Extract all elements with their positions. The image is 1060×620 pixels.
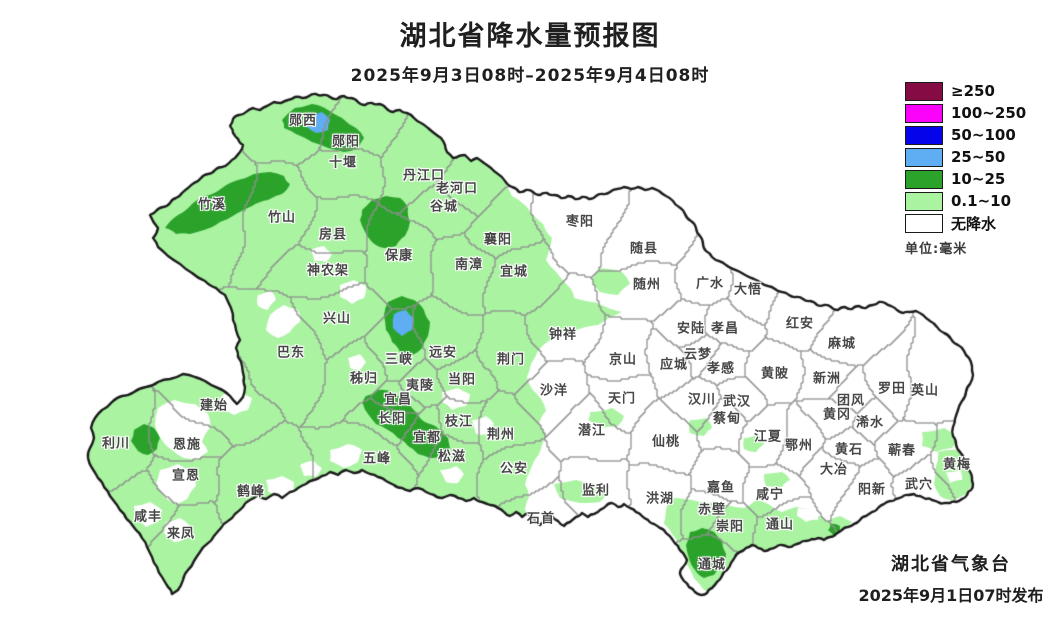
page-title: 湖北省降水量预报图 bbox=[399, 21, 661, 52]
legend: ≥250 100~250 50~100 25~50 10~25 0.1~10 无降水 单位:… bbox=[905, 80, 1026, 257]
legend-label: ≥250 bbox=[951, 82, 995, 100]
legend-swatch bbox=[905, 147, 943, 167]
attribution: 湖北省气象台 2025年9月1日07时发布 bbox=[848, 550, 1054, 606]
forecast-period-subtitle: 2025年9月3日08时–2025年9月4日08时 bbox=[350, 66, 710, 86]
legend-item: 100~250 bbox=[905, 102, 1026, 124]
legend-item: 25~50 bbox=[905, 146, 1026, 168]
legend-label: 0.1~10 bbox=[951, 192, 1012, 210]
legend-label: 25~50 bbox=[951, 148, 1006, 166]
legend-unit-note: 单位:毫米 bbox=[905, 242, 968, 257]
legend-label: 无降水 bbox=[951, 214, 997, 233]
legend-swatch bbox=[905, 213, 943, 233]
legend-swatch bbox=[905, 125, 943, 145]
legend-item: ≥250 bbox=[905, 80, 1026, 102]
legend-swatch bbox=[905, 103, 943, 123]
legend-label: 100~250 bbox=[951, 104, 1027, 122]
legend-swatch bbox=[905, 169, 943, 189]
legend-swatch bbox=[905, 81, 943, 101]
issue-time: 2025年9月1日07时发布 bbox=[858, 586, 1044, 605]
legend-label: 10~25 bbox=[951, 170, 1006, 188]
issuing-agency: 湖北省气象台 bbox=[891, 554, 1011, 575]
legend-item: 0.1~10 bbox=[905, 190, 1026, 212]
legend-rows: ≥250 100~250 50~100 25~50 10~25 0.1~10 无降水 bbox=[905, 80, 1026, 234]
legend-item: 无降水 bbox=[905, 212, 1026, 234]
legend-swatch bbox=[905, 191, 943, 211]
title-block: 湖北省降水量预报图 2025年9月3日08时–2025年9月4日08时 bbox=[0, 14, 1060, 86]
legend-label: 50~100 bbox=[951, 126, 1016, 144]
legend-item: 50~100 bbox=[905, 124, 1026, 146]
legend-item: 10~25 bbox=[905, 168, 1026, 190]
